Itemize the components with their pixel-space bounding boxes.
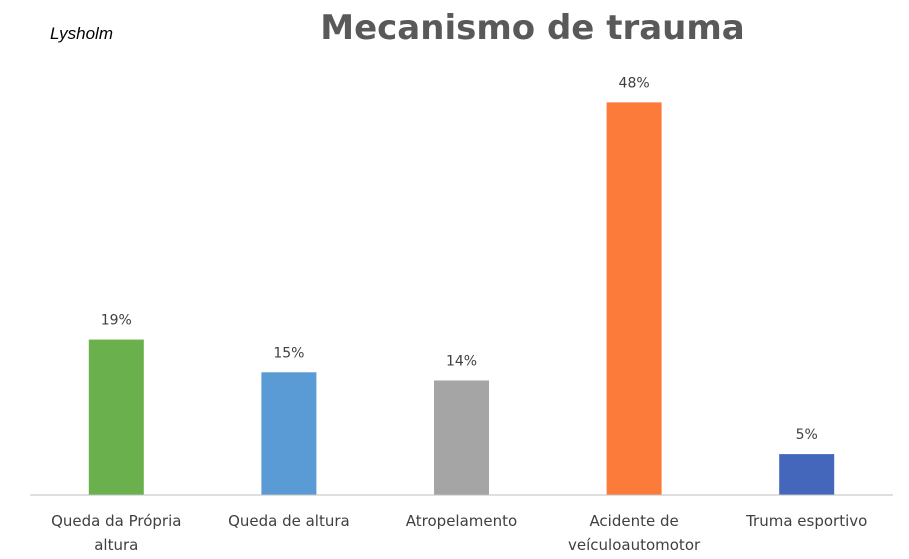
- bar-3: [434, 380, 489, 495]
- corner-label: Lysholm: [50, 24, 113, 43]
- data-label-4: 48%: [619, 75, 650, 91]
- tick-label-5: Truma esportivo: [745, 512, 867, 530]
- data-label-5: 5%: [796, 427, 818, 443]
- labels-group: 19% Queda da Própria altura 15% Queda de alt…: [51, 75, 867, 554]
- data-label-3: 14%: [446, 353, 477, 369]
- bar-2: [261, 372, 317, 495]
- data-label-1: 19%: [101, 313, 132, 329]
- chart-title: Mecanismo de trauma: [320, 8, 745, 48]
- bar-5: [779, 454, 835, 495]
- tick-label-4: Acidente de veículoautomotor: [568, 512, 701, 554]
- tick-label-2: Queda de altura: [228, 512, 350, 530]
- bar-4: [606, 102, 662, 496]
- bar-1: [88, 339, 144, 495]
- data-label-2: 15%: [273, 345, 304, 361]
- bars-group: [88, 102, 835, 496]
- tick-label-3: Atropelamento: [406, 512, 517, 530]
- tick-label-1: Queda da Própria altura: [51, 512, 181, 554]
